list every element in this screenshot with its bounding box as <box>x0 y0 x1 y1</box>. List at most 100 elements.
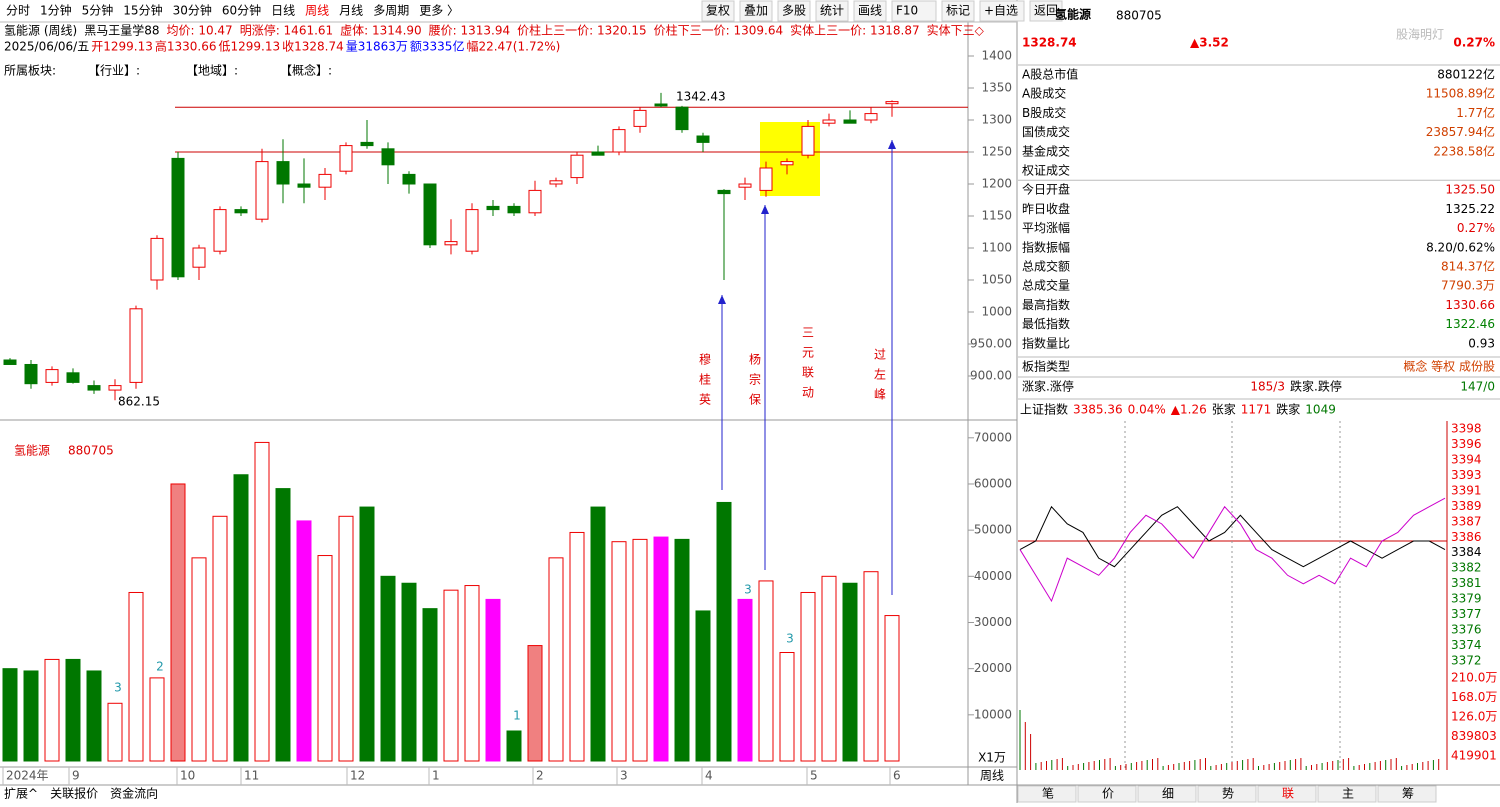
volume-tag: 3 <box>744 583 752 597</box>
toolbar-button-label[interactable]: 多股 <box>782 4 806 18</box>
tab-label[interactable]: 笔 <box>1042 786 1054 801</box>
candle-body <box>171 157 185 278</box>
info-text: 均价: 10.47 <box>166 24 232 38</box>
toolbar-button-label[interactable]: 叠加 <box>744 4 768 18</box>
toolbar-button[interactable] <box>701 0 735 22</box>
quote-row-label: 总成交额 <box>1022 259 1070 274</box>
volume-bar <box>716 501 732 762</box>
toolbar-tab[interactable]: 多周期 <box>373 4 409 18</box>
toolbar-tab[interactable]: 周线 <box>305 4 329 18</box>
intraday-vol-tick: 839803 <box>1451 729 1497 743</box>
toolbar-button-label[interactable]: +自选 <box>984 4 1018 18</box>
tab[interactable] <box>1317 785 1377 803</box>
tab[interactable] <box>1257 785 1317 803</box>
toolbar-tab[interactable]: 1分钟 <box>40 3 72 18</box>
limit-label: 涨家.涨停 <box>1022 379 1074 394</box>
volume-bar <box>128 591 144 762</box>
bottom-tab[interactable]: 关联报价 <box>50 786 98 801</box>
info-text: 2025/06/06/五 <box>4 40 89 54</box>
info-text: 额3335亿 <box>410 39 465 54</box>
quote-row-value: 1.77亿 <box>1456 105 1495 120</box>
volume-title: 氢能源 <box>14 443 50 458</box>
candle-body <box>402 173 416 185</box>
tab[interactable] <box>1077 785 1137 803</box>
candle-body <box>87 385 101 391</box>
annotation: 左 <box>874 367 886 382</box>
quote-row-label: 权证成交 <box>1022 163 1070 178</box>
toolbar-button[interactable] <box>853 0 887 22</box>
toolbar-button[interactable] <box>979 0 1025 22</box>
candle-body <box>444 241 458 246</box>
quote-row-label: A股总市值 <box>1022 67 1078 82</box>
toolbar-button[interactable] <box>777 0 811 22</box>
intraday-header: 张家 <box>1212 402 1236 417</box>
quote-price: 1328.74 <box>1022 36 1077 50</box>
toolbar-tab[interactable]: 更多 〉 <box>419 4 459 18</box>
toolbar-tab[interactable]: 月线 <box>339 4 363 18</box>
toolbar-button-label[interactable]: 复权 <box>706 4 730 18</box>
bottom-tab[interactable]: 扩展^ <box>4 787 38 801</box>
sector-label: 所属板块: <box>4 64 56 78</box>
quote-row-label: 国债成交 <box>1022 124 1070 139</box>
volume-bar <box>23 670 39 762</box>
quote-row-label: 今日开盘 <box>1022 182 1070 197</box>
tab-label[interactable]: 细 <box>1162 787 1174 801</box>
tab[interactable] <box>1017 785 1077 803</box>
toolbar-button[interactable] <box>739 0 773 22</box>
toolbar-button-label[interactable]: F10 <box>896 4 918 18</box>
toolbar-button[interactable] <box>891 0 937 22</box>
volume-bar <box>800 591 816 762</box>
tab-label[interactable]: 主 <box>1342 787 1354 801</box>
annotation: 元 <box>802 346 814 360</box>
toolbar-button-label[interactable]: 返回 <box>1034 4 1058 18</box>
toolbar-button[interactable] <box>941 0 975 22</box>
y-tick-label: 30000 <box>974 615 1012 629</box>
toolbar-tab[interactable]: 15分钟 <box>123 3 162 18</box>
toolbar-button-label[interactable]: 统计 <box>820 4 844 18</box>
intraday-tick: 3389 <box>1451 499 1482 513</box>
tab[interactable] <box>1197 785 1257 803</box>
info-text: 腰价: 1313.94 <box>429 24 510 38</box>
y-tick-label: 1250 <box>981 145 1012 159</box>
info-text: 幅22.47(1.72%) <box>466 39 560 54</box>
annotation: 联 <box>802 366 814 380</box>
volume-bar <box>2 668 18 762</box>
intraday-tick: 3382 <box>1451 561 1482 575</box>
toolbar-tab[interactable]: 30分钟 <box>173 3 212 18</box>
volume-unit: X1万 <box>978 751 1006 765</box>
bottom-tab[interactable]: 资金流向 <box>110 786 158 801</box>
toolbar-tab[interactable]: 60分钟 <box>222 3 261 18</box>
quote-row-value: 880122亿 <box>1437 67 1495 82</box>
toolbar-button[interactable] <box>1029 0 1063 22</box>
volume-code: 880705 <box>68 444 114 458</box>
toolbar-tab[interactable]: 5分钟 <box>82 3 114 18</box>
volume-bar <box>590 506 606 762</box>
candle-body <box>864 113 878 121</box>
tab-label[interactable]: 筹 <box>1402 787 1414 801</box>
toolbar-button[interactable] <box>815 0 849 22</box>
tab-label[interactable]: 势 <box>1222 787 1234 801</box>
volume-bar <box>275 488 291 762</box>
tab[interactable] <box>1137 785 1197 803</box>
tab-label[interactable]: 价 <box>1102 787 1114 801</box>
toolbar-tab[interactable]: 分时 <box>6 4 30 18</box>
quote-row-value: 1330.66 <box>1445 298 1495 312</box>
candle-body <box>738 183 752 188</box>
toolbar-tab[interactable]: 日线 <box>271 4 295 18</box>
limit-value: 185/3 <box>1250 380 1285 394</box>
time-label: 12 <box>350 769 365 783</box>
info-text: 量31863万 <box>346 40 408 54</box>
candle-body <box>654 103 668 107</box>
volume-tag: 3 <box>786 632 794 646</box>
tab-label[interactable]: 联 <box>1282 787 1294 801</box>
intraday-tick: 3379 <box>1451 592 1482 606</box>
time-label: 1 <box>432 769 440 783</box>
candle-body <box>255 161 269 220</box>
candle-body <box>633 109 647 127</box>
toolbar-button-label[interactable]: 标记 <box>946 4 970 18</box>
intraday-tick: 3396 <box>1451 437 1482 451</box>
tab[interactable] <box>1377 785 1437 803</box>
toolbar-button-label[interactable]: 画线 <box>858 4 882 18</box>
quote-row-label: 指数振幅 <box>1022 239 1070 254</box>
